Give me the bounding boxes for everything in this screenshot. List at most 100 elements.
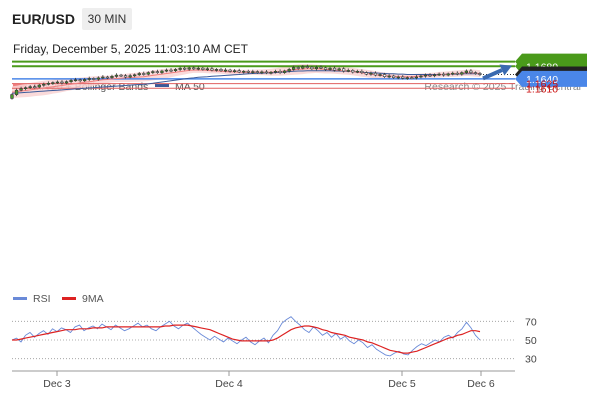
- candle-body: [87, 78, 91, 80]
- candle-body: [355, 71, 360, 73]
- candle-body: [223, 69, 228, 72]
- candle-body: [110, 76, 114, 78]
- candle-body: [83, 79, 87, 82]
- candle-body: [282, 70, 287, 73]
- timeframe-label: 30 MIN: [88, 12, 127, 26]
- candle-body: [469, 70, 473, 73]
- candle-body: [55, 81, 60, 84]
- candle-body: [37, 84, 41, 88]
- candle-body: [328, 67, 332, 70]
- candle-body: [296, 67, 300, 69]
- candle-body: [387, 75, 391, 78]
- candle-body: [414, 76, 419, 79]
- rsi-ma-legend-swatch: [62, 297, 76, 300]
- candle-body: [260, 71, 264, 74]
- candle-body: [142, 73, 146, 75]
- candle-body: [405, 77, 409, 79]
- ma50-line: [11, 70, 480, 94]
- candle-body: [478, 73, 482, 75]
- level-label-1.1640: 1.1640: [526, 74, 558, 86]
- candle-body: [14, 89, 19, 95]
- candle-body: [441, 73, 446, 76]
- rsi-tick-label: 30: [525, 354, 537, 366]
- rsi-ma-line: [12, 324, 481, 354]
- rsi-line: [11, 316, 481, 357]
- candle-body: [114, 74, 119, 77]
- candle-body: [428, 74, 432, 77]
- candle-body: [273, 71, 278, 73]
- candle-body: [301, 66, 305, 69]
- candle-body: [451, 72, 455, 75]
- candle-body: [437, 73, 441, 76]
- candle-body: [410, 77, 414, 79]
- candle-body: [96, 77, 101, 80]
- projection-arrow-head: [499, 64, 512, 76]
- candle-body: [187, 67, 191, 70]
- candle-body: [23, 87, 28, 89]
- candle-body: [201, 67, 205, 70]
- candle-body: [92, 78, 96, 80]
- candle-body: [460, 72, 464, 75]
- candle-body: [287, 69, 291, 72]
- ma50-legend-label: MA 50: [175, 81, 205, 93]
- candle-body: [164, 69, 169, 72]
- rsi-legend-swatch: [13, 297, 27, 300]
- candle-body: [341, 68, 346, 72]
- candle-body: [119, 74, 123, 77]
- candle-body: [128, 75, 132, 78]
- level-tag-1.1640: [515, 70, 587, 87]
- candle-body: [46, 83, 51, 85]
- candle-body: [214, 69, 219, 71]
- candle-body: [146, 72, 150, 75]
- candle-body: [351, 70, 355, 73]
- candle-body: [246, 71, 250, 73]
- candle-body: [51, 82, 55, 84]
- timeframe-badge[interactable]: [82, 8, 132, 30]
- candle-body: [364, 72, 369, 75]
- candle-body: [346, 70, 350, 72]
- ma20-line: [11, 68, 481, 93]
- candle-body: [319, 66, 323, 69]
- candle-body: [305, 66, 310, 68]
- rsi-ma-legend-label: 9MA: [82, 293, 104, 305]
- candle-body: [373, 72, 378, 76]
- candle-body: [105, 76, 110, 79]
- candle-body: [455, 72, 459, 75]
- level-label-1.1610: 1.1610: [526, 83, 558, 95]
- candle-body: [382, 74, 387, 78]
- candle-body: [314, 66, 319, 70]
- candle-body: [205, 68, 210, 71]
- candle-body: [473, 72, 478, 74]
- candle-body: [332, 67, 337, 71]
- candle-body: [269, 72, 273, 74]
- candle-body: [28, 86, 32, 88]
- time-tick-label: Dec 6: [467, 378, 495, 390]
- candle-body: [228, 69, 232, 72]
- time-tick-label: Dec 4: [215, 378, 243, 390]
- candle-body: [169, 69, 173, 72]
- ma50-legend-swatch: [155, 84, 169, 87]
- candle-body: [19, 88, 23, 91]
- candle-body: [183, 67, 187, 70]
- candle-body: [242, 71, 246, 73]
- candle-body: [178, 67, 182, 70]
- rsi-tick-label: 70: [525, 316, 537, 328]
- candle-body: [378, 74, 382, 76]
- candle-body: [64, 81, 69, 84]
- projection-arrow-shaft: [482, 68, 503, 81]
- candle-body: [101, 76, 105, 79]
- candle-body: [151, 71, 155, 73]
- level-label-1.1625: 1.1625: [526, 79, 558, 91]
- candle-body: [464, 70, 469, 73]
- candle-body: [432, 74, 437, 77]
- candle-body: [251, 71, 255, 73]
- candle-body: [160, 70, 164, 73]
- time-tick-label: Dec 5: [388, 378, 416, 390]
- candle-body: [78, 79, 82, 82]
- candle-body: [396, 76, 400, 79]
- candle-body: [192, 67, 196, 70]
- candle-body: [323, 67, 328, 70]
